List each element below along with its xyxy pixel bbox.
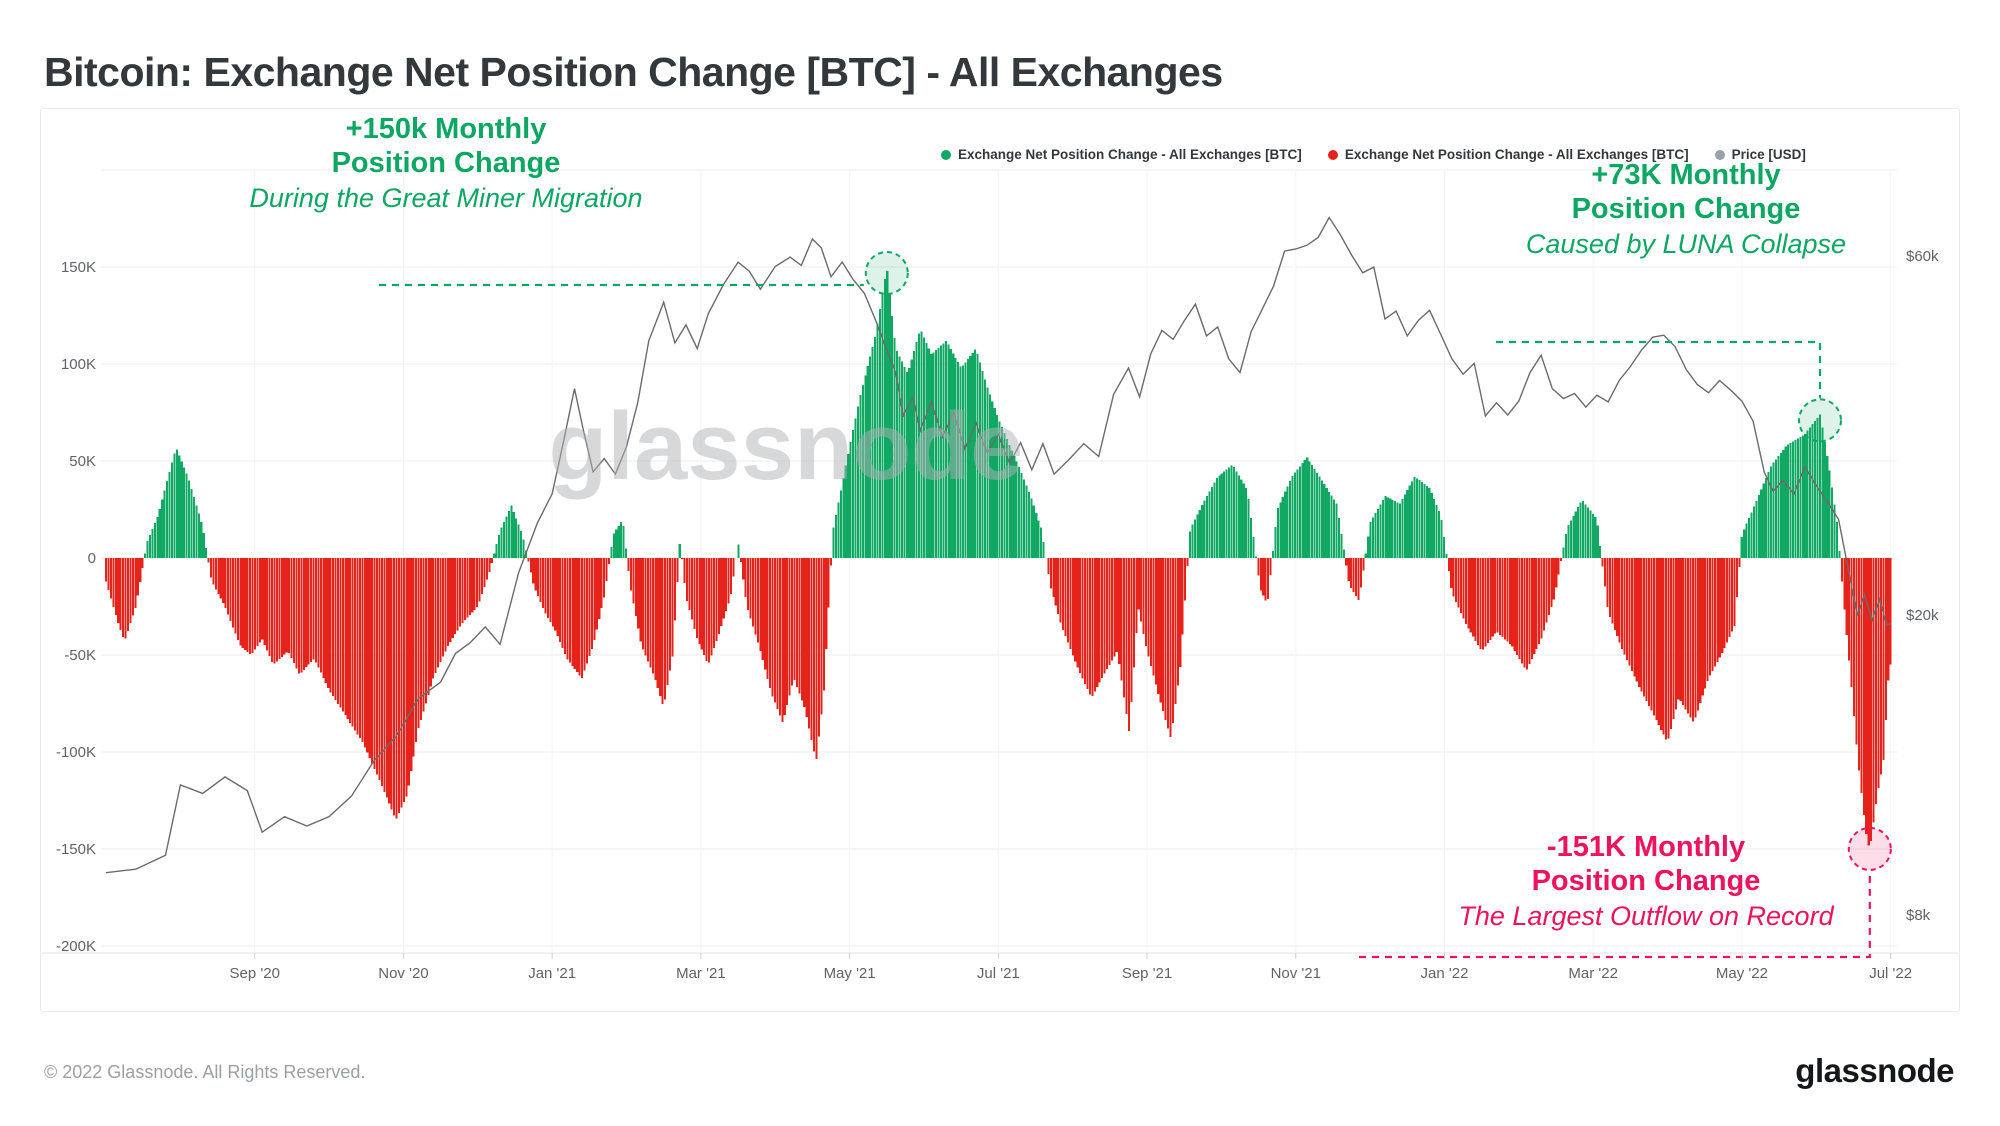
svg-text:May '22: May '22 bbox=[1716, 965, 1768, 982]
svg-text:Jan '21: Jan '21 bbox=[528, 965, 576, 982]
net-position-bars-series bbox=[105, 271, 1892, 846]
legend-item-net-position-green[interactable]: Exchange Net Position Change - All Excha… bbox=[941, 147, 1302, 162]
price-line-series bbox=[105, 216, 1891, 874]
glassnode-logo: glassnode bbox=[1795, 1052, 1954, 1089]
glassnode-watermark: glassnode bbox=[549, 393, 1024, 500]
svg-text:-100K: -100K bbox=[56, 744, 96, 761]
svg-text:0: 0 bbox=[88, 550, 96, 567]
annotation-line: During the Great Miner Migration bbox=[249, 183, 643, 214]
legend-item-price[interactable]: Price [USD] bbox=[1714, 147, 1806, 162]
annotation-line: +150k Monthly bbox=[345, 113, 547, 145]
svg-text:150K: 150K bbox=[61, 259, 96, 276]
axis-labels: 150K 100K 50K 0 -50K -100K -150K -200K $60k $20k $… bbox=[56, 248, 1939, 982]
svg-text:-200K: -200K bbox=[56, 938, 96, 955]
annotation-record-outflow: -151K Monthly Position Change The Larges… bbox=[1411, 831, 1881, 933]
chart-legend: Exchange Net Position Change - All Excha… bbox=[941, 147, 1806, 162]
svg-text:Sep '20: Sep '20 bbox=[230, 965, 280, 982]
highlight-circle-outflow bbox=[1847, 826, 1892, 871]
svg-text:Jan '22: Jan '22 bbox=[1421, 965, 1469, 982]
annotation-luna-collapse: +73K Monthly Position Change Caused by L… bbox=[1446, 159, 1926, 261]
annotation-line: Position Change bbox=[1531, 864, 1761, 897]
svg-text:-50K: -50K bbox=[64, 647, 96, 664]
svg-text:May '21: May '21 bbox=[824, 965, 876, 982]
svg-text:$20k: $20k bbox=[1906, 607, 1939, 624]
svg-text:Sep '21: Sep '21 bbox=[1122, 965, 1172, 982]
chart-card: Exchange Net Position Change - All Excha… bbox=[40, 108, 1960, 1012]
legend-dot-red-icon bbox=[1327, 149, 1338, 160]
annotation-line: The Largest Outflow on Record bbox=[1458, 901, 1834, 932]
legend-dot-gray-icon bbox=[1714, 149, 1725, 160]
annotation-leader-lines bbox=[379, 283, 1871, 959]
highlight-circle-luna bbox=[1797, 398, 1842, 443]
svg-text:100K: 100K bbox=[61, 356, 96, 373]
svg-text:Mar '22: Mar '22 bbox=[1568, 965, 1618, 982]
svg-text:Nov '20: Nov '20 bbox=[378, 965, 428, 982]
annotation-line: +73K Monthly bbox=[1591, 159, 1781, 191]
svg-text:Jul '21: Jul '21 bbox=[977, 965, 1020, 982]
highlight-circle-miner bbox=[864, 251, 909, 295]
annotation-line: Position Change bbox=[1571, 192, 1801, 225]
svg-text:-150K: -150K bbox=[56, 841, 96, 858]
svg-text:Mar '21: Mar '21 bbox=[676, 965, 726, 982]
legend-dot-green-icon bbox=[941, 149, 951, 160]
legend-label: Exchange Net Position Change - All Excha… bbox=[1344, 147, 1689, 162]
svg-text:$8k: $8k bbox=[1906, 907, 1931, 924]
svg-text:Nov '21: Nov '21 bbox=[1271, 965, 1321, 982]
svg-text:$60k: $60k bbox=[1906, 248, 1939, 265]
page-title: Bitcoin: Exchange Net Position Change [B… bbox=[44, 49, 1223, 96]
annotation-line: Caused by LUNA Collapse bbox=[1525, 229, 1847, 260]
annotation-line: Position Change bbox=[331, 146, 561, 179]
annotation-miner-migration: +150k Monthly Position Change During the… bbox=[216, 113, 676, 215]
legend-label: Exchange Net Position Change - All Excha… bbox=[958, 147, 1302, 162]
svg-text:50K: 50K bbox=[69, 453, 96, 470]
legend-label: Price [USD] bbox=[1731, 147, 1806, 162]
legend-item-net-position-red[interactable]: Exchange Net Position Change - All Excha… bbox=[1327, 147, 1689, 162]
svg-text:Jul '22: Jul '22 bbox=[1869, 965, 1912, 982]
chart-canvas[interactable]: glassnode 150K 100K 50K 0 -50K -100K -150K -200K… bbox=[41, 109, 1959, 1009]
copyright-text: © 2022 Glassnode. All Rights Reserved. bbox=[44, 1062, 366, 1082]
annotation-line: -151K Monthly bbox=[1546, 831, 1746, 863]
